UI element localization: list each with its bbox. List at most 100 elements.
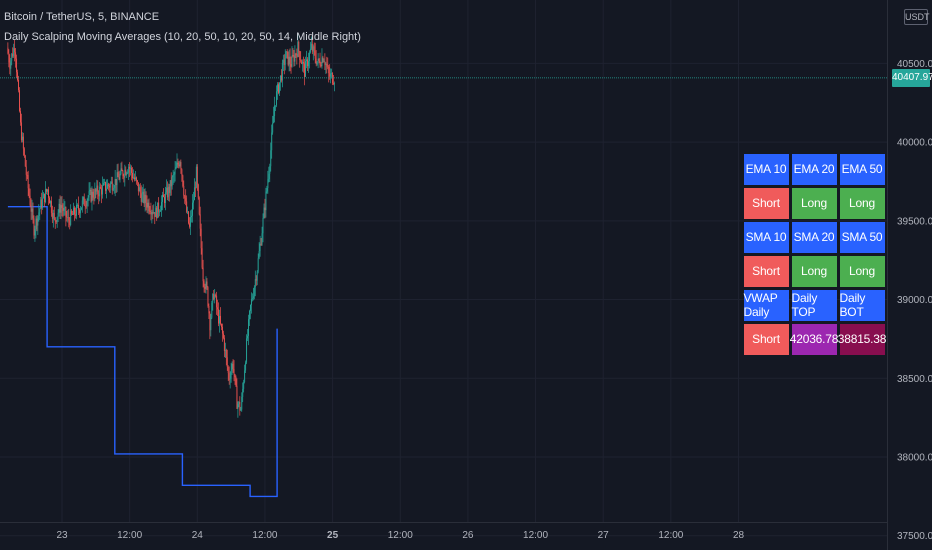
- candle-body: [124, 169, 126, 178]
- candle-body: [59, 203, 61, 213]
- candle-body: [246, 338, 248, 363]
- candle-body: [22, 136, 24, 149]
- candle-body: [152, 212, 154, 214]
- candle-body: [52, 212, 54, 219]
- candle-body: [309, 48, 311, 53]
- candle-body: [40, 199, 42, 209]
- candle-body: [104, 182, 105, 184]
- candle-body: [259, 243, 261, 252]
- candle-body: [210, 317, 212, 331]
- candle-body: [231, 363, 233, 371]
- signal-cell-header: Daily BOT: [839, 289, 885, 321]
- x-tick-label: 28: [733, 530, 745, 541]
- candle-body: [214, 295, 216, 300]
- candle-body: [73, 207, 75, 215]
- candle-body: [125, 169, 127, 175]
- candle-body: [325, 64, 327, 66]
- candle-body: [19, 111, 21, 123]
- currency-label[interactable]: USDT: [904, 9, 930, 25]
- candle-body: [334, 83, 335, 85]
- candle-body: [87, 197, 89, 201]
- candle-body: [229, 378, 231, 380]
- candle-body: [68, 217, 70, 221]
- candle-body: [221, 323, 222, 327]
- candle-body: [174, 168, 176, 175]
- candle-body: [200, 228, 202, 249]
- candle-body: [36, 218, 38, 226]
- candle-body: [303, 61, 305, 64]
- candle-body: [8, 53, 10, 63]
- candle-body: [243, 382, 245, 389]
- candle-body: [60, 205, 62, 213]
- candle-body: [144, 194, 146, 204]
- candle-body: [191, 215, 192, 218]
- signal-cell-header: EMA 50: [839, 153, 885, 185]
- candle-body: [267, 179, 269, 189]
- candle-body: [266, 188, 268, 192]
- candle-body: [168, 186, 170, 193]
- candle-body: [133, 177, 134, 179]
- candle-body: [42, 198, 44, 208]
- candle-body: [308, 52, 310, 62]
- candle-body: [86, 200, 88, 207]
- candle-body: [117, 172, 119, 178]
- candle-body: [30, 205, 32, 212]
- candle-body: [307, 61, 309, 67]
- signal-cell-long: Long: [839, 187, 885, 219]
- candle-body: [23, 148, 25, 156]
- candle-body: [195, 166, 197, 188]
- candle-body: [331, 73, 333, 74]
- candle-body: [207, 287, 209, 307]
- candle-body: [132, 172, 133, 179]
- candle-body: [179, 162, 181, 167]
- candle-body: [47, 189, 48, 192]
- candle-body: [333, 83, 335, 85]
- candle-body: [226, 357, 228, 367]
- y-tick-label: 40500.00: [897, 59, 932, 70]
- signal-cell-long: Long: [791, 255, 837, 287]
- candle-body: [270, 150, 272, 167]
- candle-body: [33, 218, 35, 236]
- candle-body: [16, 58, 18, 73]
- candle-body: [122, 171, 124, 177]
- candle-body: [212, 293, 214, 303]
- candle-body: [258, 251, 260, 259]
- candle-body: [154, 212, 156, 218]
- candle-body: [123, 176, 125, 178]
- candle-body: [232, 363, 234, 370]
- indicator-label[interactable]: Daily Scalping Moving Averages (10, 20, …: [4, 31, 361, 43]
- candle-body: [163, 194, 164, 198]
- candle-body: [69, 220, 71, 225]
- candle-body: [286, 51, 288, 53]
- candle-body: [25, 166, 27, 175]
- candle-body: [172, 175, 174, 178]
- candle-body: [10, 60, 12, 69]
- candle-body: [157, 202, 159, 219]
- candle-body: [50, 201, 52, 213]
- symbol-title[interactable]: Bitcoin / TetherUS, 5, BINANCE: [4, 11, 160, 23]
- candle-body: [127, 172, 129, 174]
- candle-body: [57, 212, 59, 217]
- candle-body: [238, 402, 240, 405]
- candle-body: [113, 187, 115, 190]
- candle-body: [7, 47, 9, 54]
- candle-body: [106, 188, 107, 191]
- candle-body: [105, 182, 106, 191]
- candle-body: [11, 53, 13, 61]
- candle-body: [147, 202, 149, 208]
- candle-body: [306, 59, 307, 62]
- candle-body: [269, 166, 271, 174]
- candle-body: [15, 52, 17, 59]
- candle-body: [119, 173, 121, 180]
- candle-body: [199, 214, 201, 229]
- candle-body: [297, 41, 299, 57]
- signal-cell-header: SMA 10: [743, 221, 789, 253]
- candle-body: [305, 61, 306, 77]
- candle-body: [205, 281, 207, 289]
- candle-body: [307, 59, 308, 67]
- candle-body: [94, 189, 96, 199]
- candle-body: [108, 185, 110, 188]
- candle-body: [145, 194, 147, 203]
